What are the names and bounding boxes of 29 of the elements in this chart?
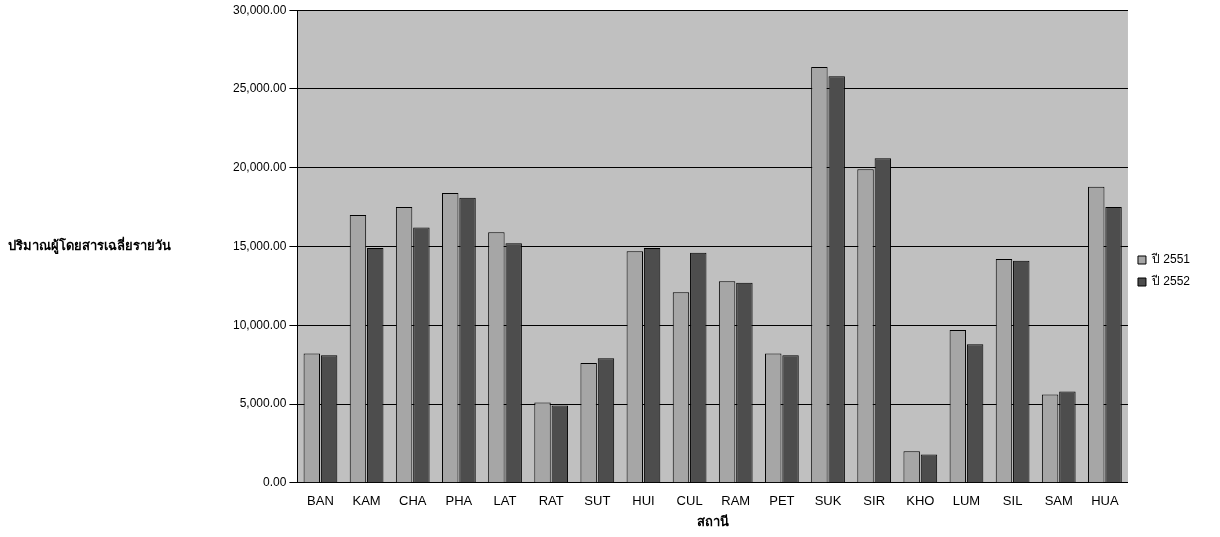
y-tick-label: 30,000.00 (232, 2, 287, 17)
x-tick-label: HUA (1091, 493, 1119, 509)
x-tick-label: RAM (721, 493, 751, 509)
x-tick-label: LUM (952, 493, 981, 509)
x-tick-label: SIL (1002, 493, 1023, 509)
x-tick-label: PET (769, 493, 795, 509)
x-tick-label: KAM (352, 493, 381, 509)
legend-label: ปี 2552 (1150, 274, 1191, 289)
x-tick-label: RAT (538, 493, 564, 509)
y-tick-label: 25,000.00 (232, 81, 287, 96)
y-tick-label: 10,000.00 (232, 317, 287, 332)
x-tick-label: CHA (399, 493, 427, 509)
legend-label: ปี 2551 (1150, 252, 1191, 267)
x-tick-label: CUL (676, 493, 703, 509)
x-tick-label: KHO (906, 493, 935, 509)
x-tick-label: LAT (493, 493, 517, 509)
y-tick-label: 15,000.00 (232, 238, 287, 253)
y-axis-title: ปริมาณผู้โดยสารเฉลี่ยรายวัน (8, 236, 171, 255)
y-tick-label: 5,000.00 (239, 396, 287, 411)
x-axis-title: สถานี (696, 513, 729, 529)
y-tick-label: 0.00 (263, 475, 287, 490)
x-tick-label: SIR (863, 493, 886, 509)
x-tick-label: BAN (307, 493, 334, 509)
x-tick-label: HUI (632, 493, 655, 509)
x-tick-label: PHA (445, 493, 473, 509)
y-tick-label: 20,000.00 (232, 160, 287, 175)
x-tick-label: SUT (584, 493, 611, 509)
x-tick-label: SUK (814, 493, 842, 509)
x-tick-label: SAM (1044, 493, 1073, 509)
